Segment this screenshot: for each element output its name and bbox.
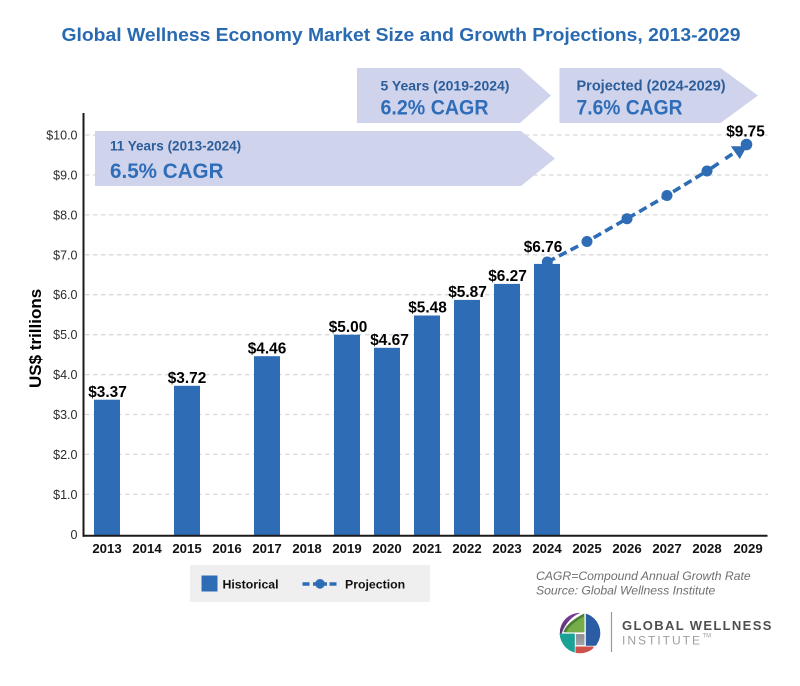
- svg-text:GLOBAL WELLNESS: GLOBAL WELLNESS: [622, 618, 773, 633]
- svg-text:$9.0: $9.0: [53, 169, 77, 183]
- svg-text:$6.0: $6.0: [53, 288, 77, 302]
- svg-text:5 Years (2019-2024): 5 Years (2019-2024): [381, 78, 510, 94]
- svg-text:Historical: Historical: [223, 578, 279, 592]
- svg-text:$4.67: $4.67: [370, 332, 409, 349]
- svg-text:Source: Global Wellness Instit: Source: Global Wellness Institute: [536, 584, 716, 598]
- svg-text:$5.87: $5.87: [448, 284, 487, 301]
- svg-text:Global Wellness Economy Market: Global Wellness Economy Market Size and …: [62, 24, 741, 45]
- svg-text:6.2% CAGR: 6.2% CAGR: [381, 97, 489, 120]
- svg-text:$5.48: $5.48: [408, 300, 447, 317]
- svg-text:$4.0: $4.0: [53, 368, 77, 382]
- svg-text:2019: 2019: [332, 541, 361, 556]
- svg-text:2016: 2016: [212, 541, 241, 556]
- svg-text:2026: 2026: [612, 541, 641, 556]
- svg-text:$7.0: $7.0: [53, 248, 77, 262]
- svg-text:2018: 2018: [292, 541, 321, 556]
- svg-text:11 Years (2013-2024): 11 Years (2013-2024): [110, 139, 241, 154]
- svg-text:US$ trillions: US$ trillions: [26, 289, 45, 388]
- svg-text:2027: 2027: [652, 541, 681, 556]
- svg-text:$6.27: $6.27: [488, 268, 527, 285]
- svg-text:6.5% CAGR: 6.5% CAGR: [110, 159, 224, 183]
- svg-text:Projected (2024-2029): Projected (2024-2029): [577, 79, 726, 95]
- svg-text:$2.0: $2.0: [53, 448, 77, 462]
- svg-text:2022: 2022: [452, 541, 481, 556]
- svg-text:2017: 2017: [252, 541, 281, 556]
- svg-text:INSTITUTE: INSTITUTE: [622, 634, 702, 648]
- svg-text:$6.76: $6.76: [524, 239, 563, 256]
- svg-text:$3.37: $3.37: [88, 384, 127, 401]
- svg-text:CAGR=Compound Annual Growth Ra: CAGR=Compound Annual Growth Rate: [536, 569, 751, 583]
- svg-text:$5.0: $5.0: [53, 328, 77, 342]
- svg-text:2029: 2029: [733, 541, 762, 556]
- svg-text:0: 0: [71, 528, 78, 542]
- svg-text:$3.72: $3.72: [168, 370, 207, 387]
- svg-text:2025: 2025: [572, 541, 601, 556]
- svg-text:$8.0: $8.0: [53, 208, 77, 222]
- svg-text:2028: 2028: [692, 541, 721, 556]
- svg-text:2020: 2020: [372, 541, 401, 556]
- svg-text:2021: 2021: [412, 541, 441, 556]
- svg-text:2015: 2015: [172, 541, 201, 556]
- svg-text:2023: 2023: [492, 541, 521, 556]
- svg-text:2024: 2024: [532, 541, 562, 556]
- svg-text:$10.0: $10.0: [46, 129, 77, 143]
- svg-text:7.6% CAGR: 7.6% CAGR: [577, 97, 683, 120]
- svg-text:TM: TM: [703, 634, 712, 640]
- svg-text:$3.0: $3.0: [53, 408, 77, 422]
- svg-text:2014: 2014: [132, 541, 162, 556]
- svg-text:$5.00: $5.00: [329, 319, 368, 336]
- svg-text:$1.0: $1.0: [53, 488, 77, 502]
- svg-text:Projection: Projection: [345, 578, 405, 592]
- svg-text:$9.75: $9.75: [726, 124, 765, 141]
- svg-text:2013: 2013: [92, 541, 121, 556]
- svg-text:$4.46: $4.46: [248, 340, 287, 357]
